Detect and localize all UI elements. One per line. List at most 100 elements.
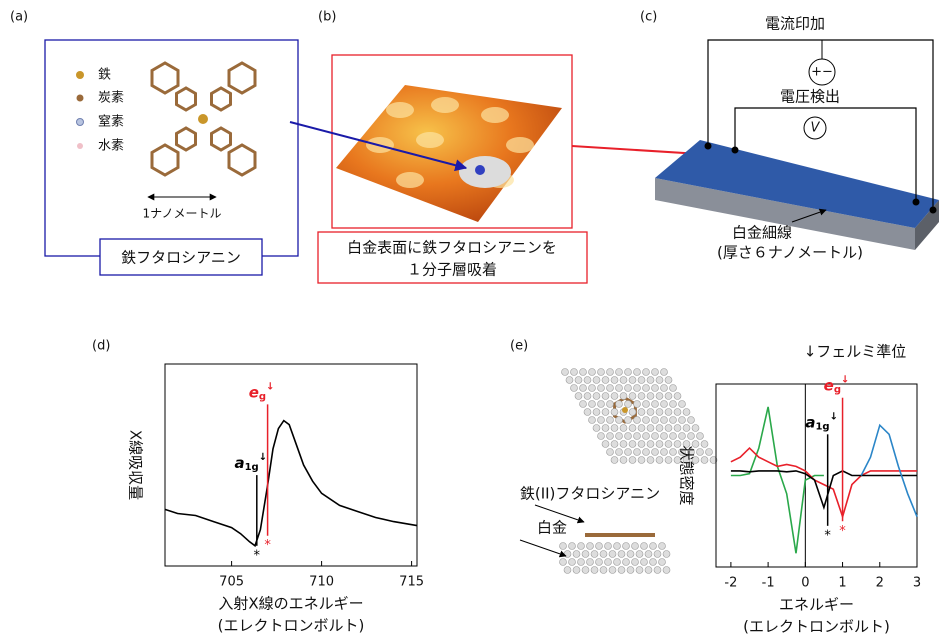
atom — [606, 416, 614, 424]
atom — [624, 448, 632, 456]
adsorbed-molecule — [585, 533, 655, 537]
atom — [696, 448, 704, 456]
atom — [606, 448, 614, 456]
x-axis-label: エネルギー — [779, 596, 854, 614]
atom — [644, 550, 653, 558]
marker-label: eg↓ — [249, 381, 275, 402]
atom — [588, 400, 596, 408]
atom — [691, 424, 700, 432]
atom — [617, 550, 626, 558]
atom — [588, 368, 596, 376]
atom — [649, 558, 657, 566]
atom — [588, 416, 596, 424]
atom — [559, 558, 567, 566]
atom — [709, 456, 718, 464]
atom — [615, 432, 623, 440]
atom — [595, 558, 603, 566]
atom — [563, 550, 572, 558]
atom — [619, 392, 628, 400]
atom — [601, 376, 610, 384]
atom — [628, 392, 637, 400]
atom — [669, 384, 677, 392]
atom — [599, 566, 608, 574]
atom — [583, 408, 592, 416]
marker-label-sub: g — [834, 385, 841, 396]
label: 白金細線 — [732, 224, 792, 242]
atom — [678, 432, 686, 440]
atom — [628, 440, 637, 448]
atom — [655, 456, 664, 464]
atom — [597, 432, 605, 440]
atom — [610, 440, 619, 448]
atom — [662, 550, 671, 558]
atom — [579, 384, 587, 392]
atom — [608, 566, 617, 574]
atom — [610, 424, 619, 432]
marker-label-sup: ↓ — [266, 381, 274, 392]
circuit — [707, 39, 934, 210]
atom — [622, 558, 630, 566]
atom — [664, 376, 673, 384]
atom — [574, 376, 583, 384]
atom — [615, 448, 623, 456]
panel-label: (a) — [10, 10, 28, 25]
atom — [624, 384, 632, 392]
atom — [691, 456, 700, 464]
atom — [597, 400, 605, 408]
panel-label: (e) — [510, 339, 528, 354]
x-axis-label: (エレクトロンボルト) — [743, 618, 890, 635]
atom — [637, 376, 646, 384]
ring — [150, 61, 180, 95]
marker-label-sub: 1g — [245, 462, 259, 473]
atom — [642, 368, 650, 376]
atom — [664, 392, 673, 400]
arrow — [791, 208, 827, 223]
atom — [642, 448, 650, 456]
plot-frame — [164, 363, 418, 567]
atom — [606, 432, 614, 440]
atom — [619, 440, 628, 448]
atom — [628, 456, 637, 464]
atom — [592, 424, 601, 432]
x-tick-label: 1 — [838, 576, 846, 591]
atom — [572, 566, 581, 574]
atom — [687, 448, 695, 456]
atom — [592, 376, 601, 384]
ring — [150, 143, 180, 177]
atom — [590, 566, 599, 574]
marker-star: * — [824, 528, 831, 543]
x-tick-label: -2 — [724, 576, 737, 591]
panel-label: (b) — [318, 10, 336, 25]
ring — [227, 143, 257, 177]
ring — [210, 126, 232, 152]
legend-item: 炭素 — [98, 91, 124, 106]
atom — [669, 448, 677, 456]
x-tick-label: 0 — [801, 576, 809, 591]
atom — [646, 424, 655, 432]
arrow — [519, 539, 567, 558]
atom — [662, 566, 671, 574]
atom — [624, 416, 632, 424]
atom — [617, 566, 626, 574]
atom — [601, 440, 610, 448]
atom — [595, 542, 603, 550]
atom — [568, 558, 576, 566]
x-tick-label: 3 — [913, 576, 921, 591]
atom — [644, 566, 653, 574]
source-label: +− — [811, 65, 833, 80]
fermi-label: ↓フェルミ準位 — [804, 343, 907, 361]
atom — [586, 558, 594, 566]
atom — [637, 440, 646, 448]
atom — [624, 432, 632, 440]
marker-label: eg↓ — [824, 375, 850, 396]
marker-label-sup: ↓ — [259, 452, 267, 463]
atom — [613, 558, 621, 566]
atom — [568, 542, 576, 550]
atom — [673, 424, 682, 432]
atom — [577, 558, 585, 566]
caption-box — [99, 238, 263, 276]
atom — [610, 408, 619, 416]
x-tick-label: 2 — [876, 576, 884, 591]
